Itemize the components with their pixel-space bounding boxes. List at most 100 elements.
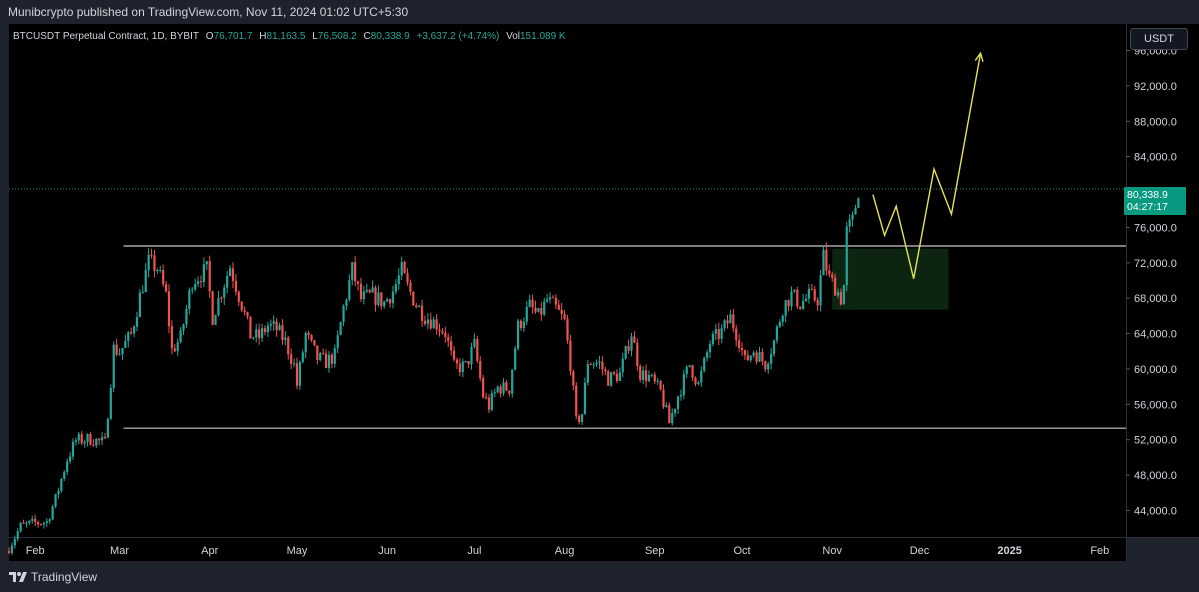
- candle-body: [432, 319, 435, 329]
- candle-body: [796, 289, 799, 307]
- candle-body: [74, 440, 78, 442]
- candle-body: [505, 382, 508, 391]
- candle-body: [13, 538, 16, 546]
- candle-body: [310, 335, 313, 341]
- candle-body: [851, 214, 854, 220]
- candle-body: [735, 328, 738, 341]
- candle-body: [828, 270, 831, 275]
- candle-body: [444, 332, 447, 337]
- candle-body: [799, 306, 802, 309]
- y-tick-label: 76,000.0: [1134, 222, 1177, 234]
- y-tick-label: 44,000.0: [1134, 505, 1177, 517]
- candle-body: [644, 370, 648, 382]
- candle-body: [671, 413, 674, 424]
- candle-body: [80, 434, 83, 444]
- candle-body: [688, 365, 691, 367]
- candle-body: [435, 319, 438, 330]
- open-label: O: [205, 31, 214, 42]
- candle-body: [438, 329, 441, 332]
- candle-body: [740, 347, 744, 351]
- candle-body: [383, 301, 386, 307]
- candle-body: [557, 304, 560, 310]
- candle-body: [28, 520, 31, 523]
- high-label: H: [259, 31, 267, 42]
- candle-body: [575, 385, 578, 416]
- candle-body: [656, 380, 659, 382]
- candle-body: [39, 524, 43, 526]
- candle-body: [167, 291, 171, 327]
- candle-body: [374, 287, 377, 305]
- candle-body: [57, 490, 60, 495]
- candle-body: [127, 332, 130, 342]
- candle-body: [275, 321, 278, 331]
- candle-body: [458, 363, 461, 373]
- candle-body: [295, 363, 299, 386]
- candle-body: [420, 305, 424, 321]
- candle-body: [595, 362, 598, 365]
- candle-body: [307, 332, 310, 336]
- candle-body: [534, 307, 537, 312]
- candle-body: [615, 373, 619, 382]
- candle-body: [115, 344, 118, 355]
- candle-body: [807, 288, 811, 299]
- candle-body: [135, 317, 139, 327]
- publisher-line: Munibcrypto published on TradingView.com…: [8, 5, 409, 19]
- candle-body: [22, 522, 25, 524]
- symbol-title: BTCUSDT Perpetual Contract, 1D, BYBIT: [13, 31, 199, 42]
- close-value: 80,338.9: [370, 31, 410, 42]
- candle-body: [371, 287, 374, 293]
- candle-body: [496, 386, 499, 393]
- currency-button[interactable]: USDT: [1130, 28, 1188, 50]
- candle-body: [621, 358, 624, 373]
- candle-body: [508, 390, 511, 394]
- y-tick-label: 52,000.0: [1134, 435, 1177, 447]
- candle-body: [572, 371, 575, 386]
- bar-countdown: 04:27:17: [1127, 201, 1168, 213]
- candle-body: [668, 405, 671, 424]
- candle-body: [368, 289, 371, 293]
- candle-body: [290, 354, 293, 364]
- candle-body: [694, 377, 697, 385]
- publisher-bar: Munibcrypto published on TradingView.com…: [0, 0, 1199, 24]
- candle-body: [618, 372, 621, 382]
- candle-body: [551, 297, 555, 299]
- x-tick-label: Nov: [822, 545, 842, 557]
- plot-area: [9, 24, 1126, 537]
- candle-body: [633, 336, 636, 343]
- candle-body: [66, 461, 69, 472]
- candle-body: [397, 275, 400, 285]
- candle-body: [89, 433, 92, 445]
- candle-body: [159, 270, 162, 272]
- candle-body: [627, 346, 630, 351]
- candle-body: [354, 262, 357, 282]
- candle-body: [554, 297, 557, 305]
- candle-body: [607, 371, 610, 386]
- candle-body: [519, 320, 523, 328]
- candle-body: [834, 277, 837, 296]
- candle-body: [54, 494, 57, 507]
- candle-body: [313, 340, 316, 346]
- candle-body: [71, 441, 75, 457]
- candle-body: [636, 342, 639, 367]
- candle-body: [583, 382, 587, 415]
- candle-body: [516, 320, 520, 349]
- candle-body: [845, 226, 848, 286]
- candles-group: [7, 197, 860, 556]
- y-tick-label: 56,000.0: [1134, 399, 1177, 411]
- x-tick-label: Feb: [26, 545, 45, 557]
- candle-body: [319, 353, 322, 361]
- candle-body: [490, 393, 493, 410]
- tradingview-logo[interactable]: TradingView: [9, 570, 97, 584]
- candle-body: [601, 361, 604, 370]
- candle-body: [610, 372, 613, 386]
- candle-body: [723, 320, 726, 329]
- candle-body: [770, 354, 773, 364]
- candle-body: [543, 301, 546, 315]
- candle-body: [19, 522, 22, 532]
- candle-body: [121, 347, 124, 355]
- change-value: +3,637.2 (+4.74%): [416, 31, 500, 42]
- candle-body: [179, 330, 182, 343]
- last-price-label: 80,338.9 04:27:17: [1124, 187, 1186, 215]
- candle-body: [237, 291, 240, 302]
